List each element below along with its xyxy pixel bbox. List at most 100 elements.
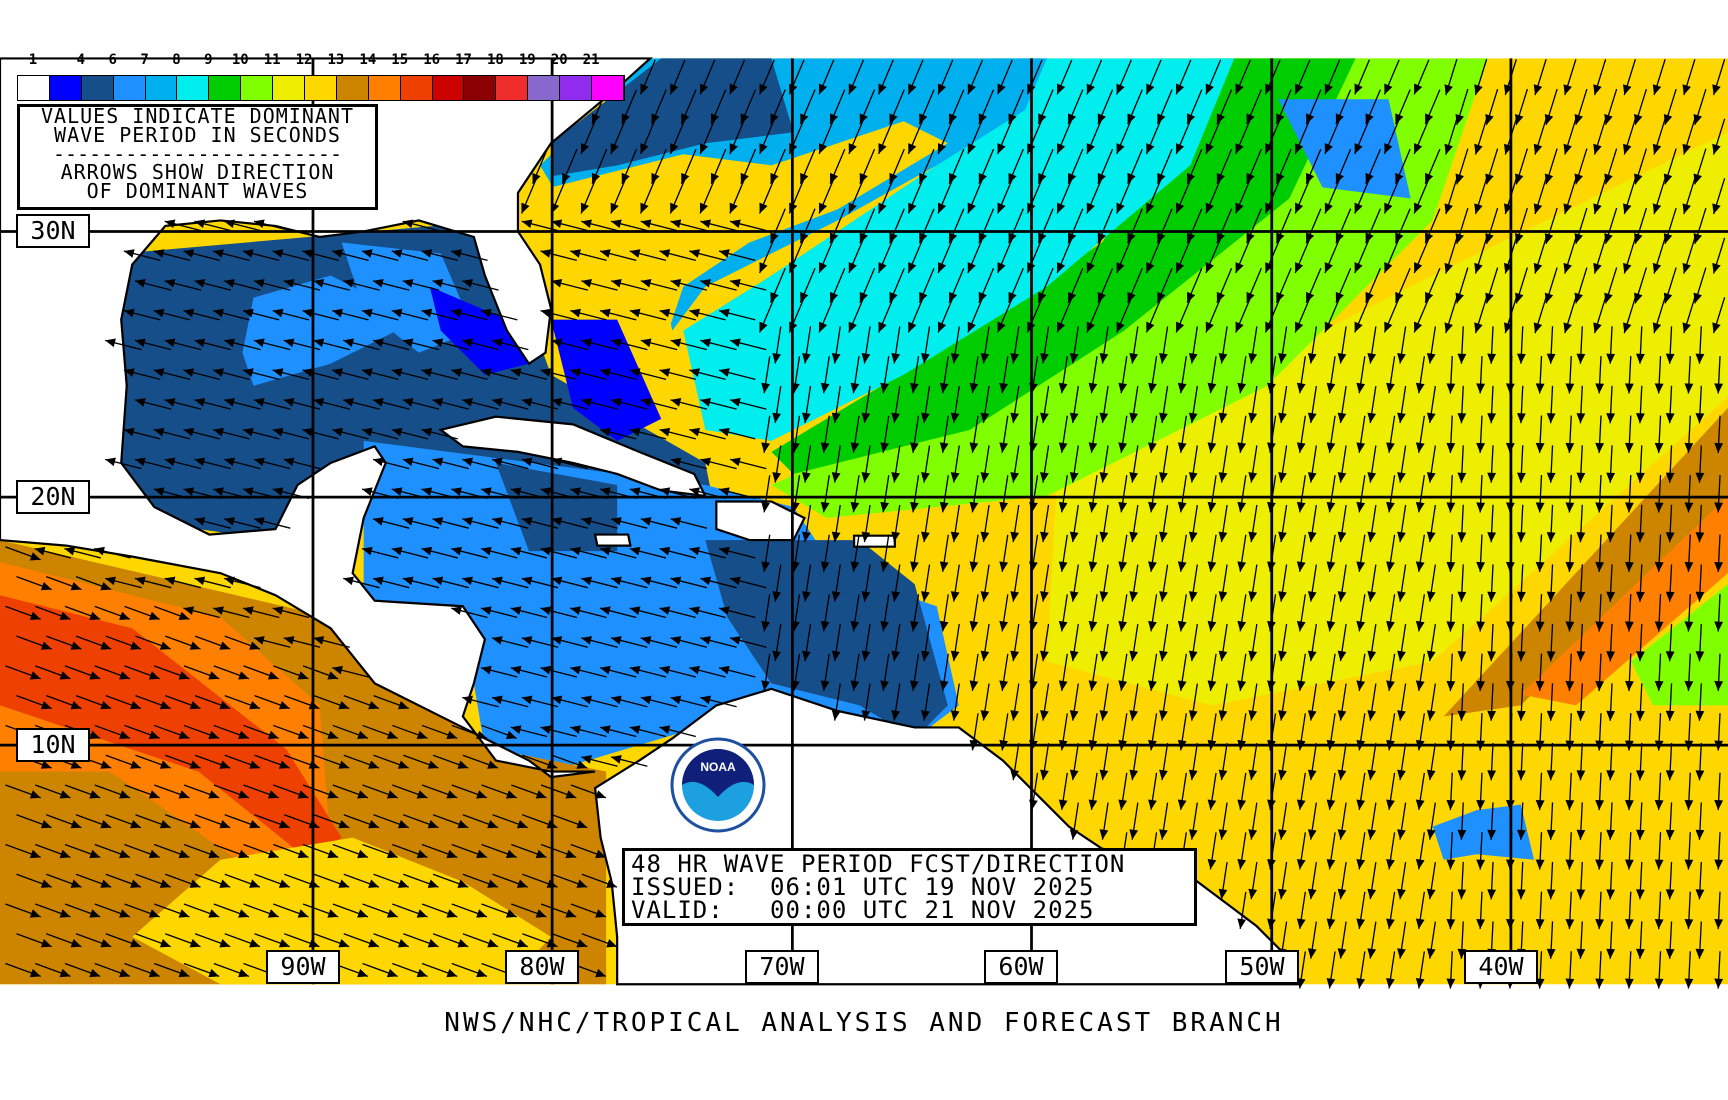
wave-arrow xyxy=(154,903,190,918)
wave-arrow xyxy=(670,219,708,232)
wave-arrow xyxy=(1533,178,1547,215)
wave-arrow xyxy=(640,219,678,232)
wave-arrow xyxy=(850,534,860,572)
wave-arrow xyxy=(1237,356,1247,394)
wave-arrow xyxy=(432,517,469,529)
wave-arrow xyxy=(969,653,979,691)
wave-arrow xyxy=(462,814,499,829)
wave-arrow xyxy=(392,903,428,918)
wave-arrow xyxy=(1576,921,1586,959)
wave-arrow xyxy=(907,59,924,95)
wave-arrow xyxy=(629,368,667,381)
wave-arrow xyxy=(1426,683,1437,721)
wave-arrow xyxy=(1207,415,1217,453)
wave-arrow xyxy=(164,398,202,410)
wave-arrow xyxy=(1278,623,1288,662)
wave-arrow xyxy=(1118,594,1128,632)
wave-arrow xyxy=(1457,564,1467,602)
wave-arrow xyxy=(1188,564,1198,602)
wave-arrow xyxy=(1636,504,1645,543)
wave-arrow xyxy=(1218,623,1228,662)
wave-arrow xyxy=(551,219,588,232)
wave-arrow xyxy=(373,814,409,829)
wave-arrow xyxy=(432,814,469,829)
wave-arrow xyxy=(332,249,369,261)
wave-arrow xyxy=(1188,683,1198,721)
wave-arrow xyxy=(1546,564,1556,602)
wave-arrow xyxy=(194,695,231,710)
wave-arrow xyxy=(891,623,901,662)
wave-arrow xyxy=(1356,772,1366,811)
wave-arrow xyxy=(1606,504,1616,543)
wave-arrow xyxy=(1296,951,1306,989)
wave-arrow xyxy=(135,635,171,650)
wave-arrow xyxy=(1516,564,1526,602)
wave-arrow xyxy=(16,635,52,650)
wave-arrow xyxy=(729,279,767,291)
legend-label: 14 xyxy=(359,52,377,68)
lat-lon-grid xyxy=(0,58,1728,985)
wave-arrow xyxy=(402,219,440,232)
wave-arrow xyxy=(164,279,202,291)
wave-arrow xyxy=(1576,802,1586,840)
wave-arrow xyxy=(1354,297,1370,333)
wave-arrow xyxy=(1546,742,1556,781)
wave-arrow xyxy=(134,457,172,470)
wave-arrow xyxy=(980,385,990,424)
wave-arrow xyxy=(462,279,499,291)
wave-arrow xyxy=(1487,385,1497,424)
wave-arrow xyxy=(213,784,250,799)
wave-arrow xyxy=(1296,415,1306,453)
wave-arrow xyxy=(1476,653,1486,692)
wave-arrow xyxy=(610,695,648,708)
wave-arrow xyxy=(1296,475,1306,513)
wave-arrow xyxy=(46,873,82,888)
wave-arrow xyxy=(432,933,469,948)
wave-arrow xyxy=(1565,891,1575,930)
wave-arrow xyxy=(997,178,1013,214)
wave-arrow xyxy=(1695,385,1705,424)
wave-arrow xyxy=(859,267,876,303)
wave-arrow xyxy=(302,665,339,680)
wave-arrow xyxy=(950,564,960,602)
wave-arrow xyxy=(772,564,782,602)
wave-arrow xyxy=(1386,356,1396,394)
wave-arrow xyxy=(1159,326,1169,364)
wave-arrow xyxy=(1305,148,1322,184)
wave-arrow xyxy=(980,504,990,543)
wave-arrow xyxy=(1565,356,1575,394)
wave-arrow xyxy=(480,308,518,321)
wave-arrow xyxy=(921,504,931,543)
wave-arrow xyxy=(242,427,280,440)
wave-arrow xyxy=(570,249,607,261)
wave-arrow xyxy=(659,546,696,559)
wave-arrow xyxy=(1088,653,1098,691)
wave-arrow xyxy=(861,564,871,602)
wave-arrow xyxy=(392,843,428,859)
wave-arrow xyxy=(5,665,41,680)
wave-arrow xyxy=(373,873,409,888)
wave-arrow xyxy=(1129,326,1139,364)
wave-arrow xyxy=(1324,119,1341,155)
wave-arrow xyxy=(194,635,231,650)
wave-arrow xyxy=(1275,208,1292,244)
wave-arrow xyxy=(1535,891,1545,930)
wave-arrow xyxy=(1118,415,1128,453)
wave-arrow xyxy=(850,594,860,632)
wave-arrow xyxy=(432,576,469,589)
wave-arrow xyxy=(254,695,290,710)
wave-arrow xyxy=(1326,356,1336,394)
wave-arrow xyxy=(859,208,876,244)
wave-arrow xyxy=(1307,862,1318,900)
wave-arrow xyxy=(950,504,960,543)
legend-swatch-4 xyxy=(145,76,178,100)
wave-arrow xyxy=(1426,802,1437,840)
wave-arrow xyxy=(1099,504,1109,543)
wave-arrow xyxy=(1535,415,1545,454)
wave-arrow xyxy=(105,338,142,351)
wave-arrow xyxy=(581,695,618,708)
wave-arrow xyxy=(1576,861,1586,900)
wave-arrow xyxy=(183,843,220,859)
wave-arrow xyxy=(937,119,954,155)
wave-arrow xyxy=(1088,356,1098,394)
